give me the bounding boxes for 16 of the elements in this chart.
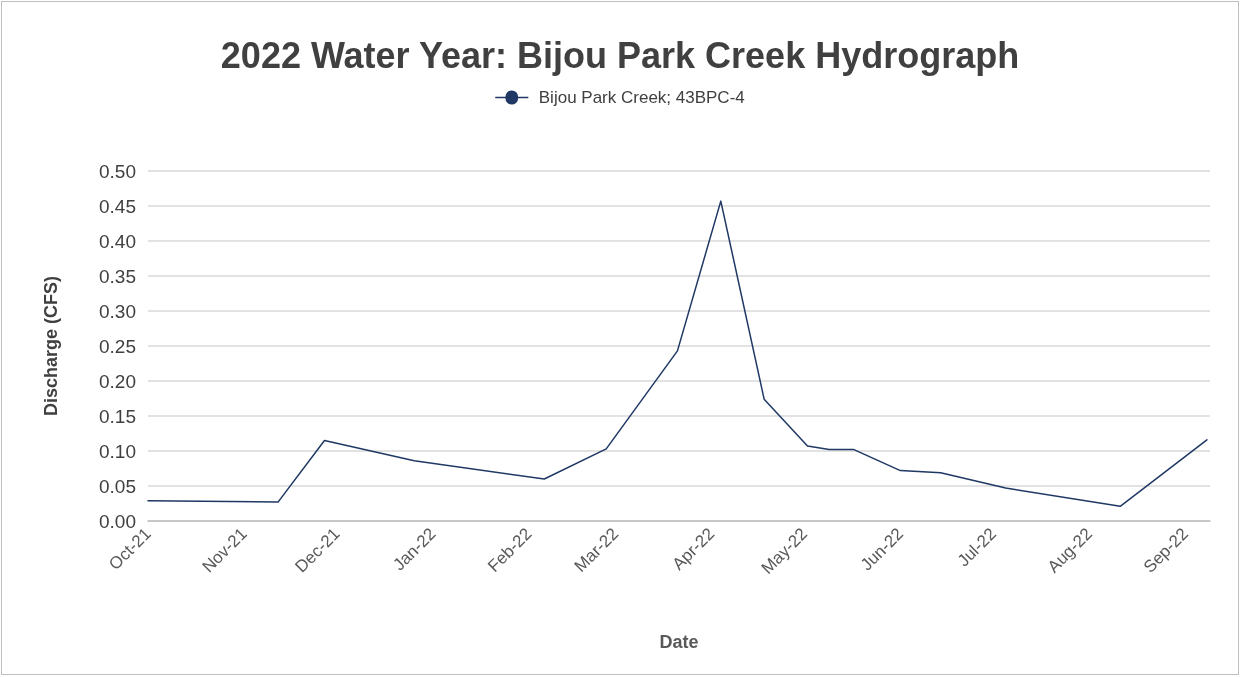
legend-label: Bijou Park Creek; 43BPC-4	[538, 88, 745, 107]
y-tick-label: 0.20	[99, 370, 136, 392]
y-tick-label: 0.50	[99, 160, 136, 182]
y-tick-label: 0.05	[99, 475, 136, 497]
y-tick-label: 0.25	[99, 335, 136, 357]
y-tick-label: 0.35	[99, 265, 136, 287]
chart-title: 2022 Water Year: Bijou Park Creek Hydrograph	[220, 34, 1020, 76]
x-axis-title: Date	[659, 632, 699, 652]
y-axis-title: Discharge (CFS)	[41, 275, 61, 417]
y-tick-label: 0.10	[99, 440, 136, 462]
y-tick-label: 0.40	[99, 230, 136, 252]
y-tick-label: 0.00	[99, 510, 136, 532]
y-tick-label: 0.45	[99, 195, 136, 217]
y-tick-label: 0.15	[99, 405, 136, 427]
line-series	[147, 200, 1208, 508]
y-tick-label: 0.30	[99, 300, 136, 322]
